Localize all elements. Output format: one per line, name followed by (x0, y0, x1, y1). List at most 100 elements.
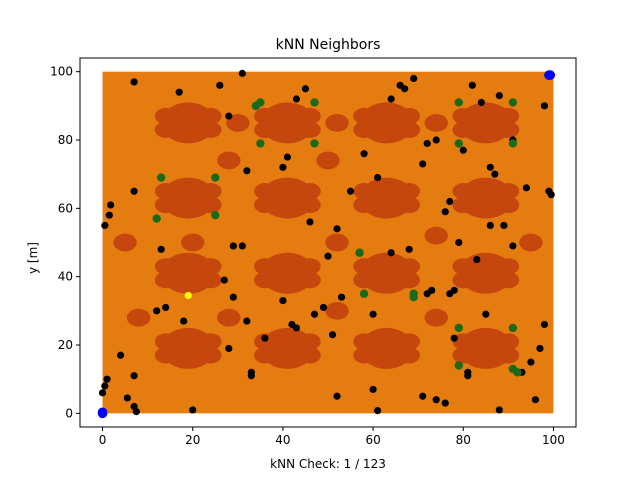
neighbor-point (454, 139, 463, 148)
obstacle-lobe (452, 196, 475, 214)
obstacle-lobe (299, 347, 321, 364)
obstacle-lobe (452, 107, 475, 125)
neighbor-point (355, 248, 364, 257)
obstacle-small-circle (325, 233, 349, 252)
obstacle-cluster (154, 252, 222, 294)
obstacle-lobe (398, 258, 420, 275)
endpoint-point (97, 407, 108, 418)
obstacle-lobe (497, 333, 520, 350)
sample-point (132, 408, 140, 416)
sample-point (401, 85, 409, 93)
obstacle-cluster (254, 327, 321, 369)
sample-point (410, 74, 418, 83)
obstacle-lobe (353, 183, 375, 200)
neighbor-point (454, 98, 463, 107)
obstacle-cluster (254, 177, 321, 219)
x-tick-label: 80 (456, 433, 471, 447)
obstacle-cluster (353, 252, 420, 294)
neighbor-point (310, 98, 319, 107)
sample-point (446, 197, 454, 206)
obstacle-lobe (497, 196, 520, 214)
obstacle-lobe (398, 121, 420, 138)
obstacle-lobe (254, 258, 276, 275)
sample-point (301, 85, 310, 93)
sample-point (337, 293, 346, 301)
y-tick-label: 60 (58, 201, 73, 215)
obstacle-small-circle (316, 151, 340, 170)
y-tick-label: 100 (50, 65, 73, 79)
sample-point (279, 163, 287, 171)
obstacle-lobe (199, 183, 222, 200)
sample-point (486, 221, 494, 230)
neighbor-point (152, 214, 161, 223)
obstacle-lobe (353, 107, 375, 125)
obstacle-lobe (299, 196, 321, 214)
obstacle-small-circle (226, 114, 250, 132)
neighbor-point (508, 323, 518, 333)
sample-point (387, 249, 395, 257)
sample-point (279, 296, 287, 305)
obstacle-lobe (154, 121, 177, 138)
sample-point (105, 211, 113, 219)
sample-point (180, 317, 188, 325)
obstacle-cluster (254, 252, 321, 294)
sample-point (369, 310, 377, 318)
neighbor-point (508, 98, 518, 107)
neighbor-point (359, 289, 369, 298)
obstacle-lobe (254, 271, 276, 289)
obstacle-cluster (353, 327, 420, 369)
sample-point (473, 255, 481, 264)
sample-point (130, 372, 138, 380)
sample-point (405, 245, 413, 253)
obstacle-cluster (353, 177, 420, 219)
neighbor-point (156, 173, 166, 182)
sample-point (491, 170, 499, 178)
neighbor-point (211, 173, 220, 182)
sample-point (432, 136, 440, 144)
neighbor-layer (152, 98, 522, 377)
x-tick-label: 0 (99, 433, 107, 447)
obstacle-small-circle (424, 308, 448, 327)
sample-point (243, 317, 251, 325)
y-tick-label: 80 (58, 133, 73, 147)
obstacle-lobe (398, 271, 420, 289)
sample-point (238, 242, 246, 250)
sample-point (292, 324, 301, 332)
sample-point (306, 218, 314, 226)
obstacle-lobe (497, 121, 520, 138)
obstacle-cluster (452, 327, 520, 369)
sample-point (374, 173, 382, 182)
obstacle-lobe (154, 183, 177, 200)
sample-point (419, 392, 427, 400)
obstacle-lobe (299, 258, 321, 275)
sample-point (220, 276, 228, 284)
sample-point (107, 201, 115, 209)
obstacle-cluster (452, 252, 520, 294)
tick-layer: 0 20 40 60 80 100 0 20 40 60 80 100 (50, 65, 565, 447)
y-tick-label: 0 (65, 406, 73, 420)
obstacle-lobe (299, 183, 321, 200)
axes-frame (79, 57, 577, 428)
sample-point (428, 286, 436, 294)
obstacle-small-circle (325, 114, 349, 132)
obstacle-lobe (199, 121, 222, 138)
obstacle-lobe (154, 333, 177, 350)
sample-point (450, 286, 458, 294)
obstacle-lobe (353, 196, 375, 214)
obstacle-small-circle (325, 301, 349, 320)
sample-point (500, 221, 508, 230)
obstacle-cluster (154, 102, 222, 144)
y-tick-label: 20 (58, 338, 73, 352)
x-tick-label: 60 (365, 433, 380, 447)
sample-point (310, 310, 319, 318)
obstacle-lobe (353, 347, 375, 364)
obstacle-lobe (254, 347, 276, 364)
sample-point (464, 372, 472, 380)
chart-title: kNN Neighbors (276, 37, 381, 53)
sample-point (540, 102, 549, 110)
obstacle-lobe (299, 107, 321, 125)
neighbor-point (513, 368, 522, 377)
sample-point (450, 334, 458, 342)
sample-point (247, 372, 255, 380)
